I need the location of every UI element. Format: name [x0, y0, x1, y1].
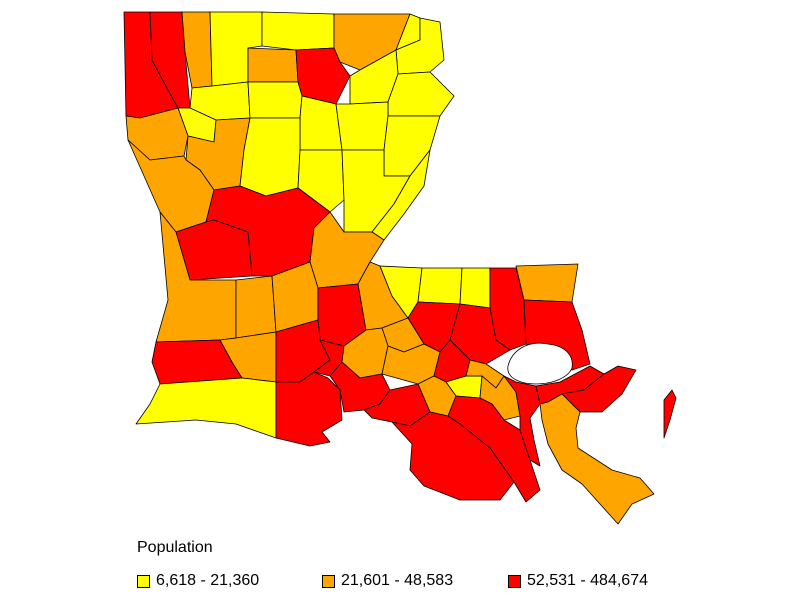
parish-jackson — [247, 81, 303, 119]
legend-item-high: 52,531 - 484,674 — [508, 572, 648, 590]
parish-terrebonne — [391, 411, 515, 501]
parish-lincoln — [247, 47, 299, 83]
parish-cameron — [135, 377, 277, 439]
parish-union — [261, 11, 335, 51]
legend-swatch-mid — [322, 574, 335, 588]
parish-vermilion — [275, 371, 343, 447]
parish-washington — [515, 263, 579, 303]
parish-concordia — [371, 149, 431, 241]
lake-pontchartrain — [507, 342, 573, 385]
parish-plaquemines — [539, 393, 655, 525]
parish-winn — [239, 117, 301, 197]
chandeleur-islands — [663, 389, 677, 439]
parish-tensas — [383, 115, 441, 177]
parish-jefferson — [503, 375, 541, 467]
parish-east-feliciana — [417, 267, 463, 305]
parish-madison — [387, 71, 455, 117]
legend-title: Population — [137, 539, 213, 556]
legend-item-low: 6,618 - 21,360 — [137, 572, 259, 590]
parish-st-helena — [459, 267, 491, 309]
legend-label-mid: 21,601 - 48,583 — [341, 572, 454, 589]
parish-franklin — [335, 101, 389, 151]
legend-swatch-low — [137, 574, 150, 588]
legend-label-low: 6,618 - 21,360 — [156, 572, 260, 589]
parish-st-bernard — [561, 365, 637, 413]
legend-item-mid: 21,601 - 48,583 — [322, 572, 453, 590]
parish-allen — [235, 275, 277, 339]
legend-swatch-high — [508, 574, 521, 588]
legend-label-high: 52,531 - 484,674 — [527, 572, 648, 589]
